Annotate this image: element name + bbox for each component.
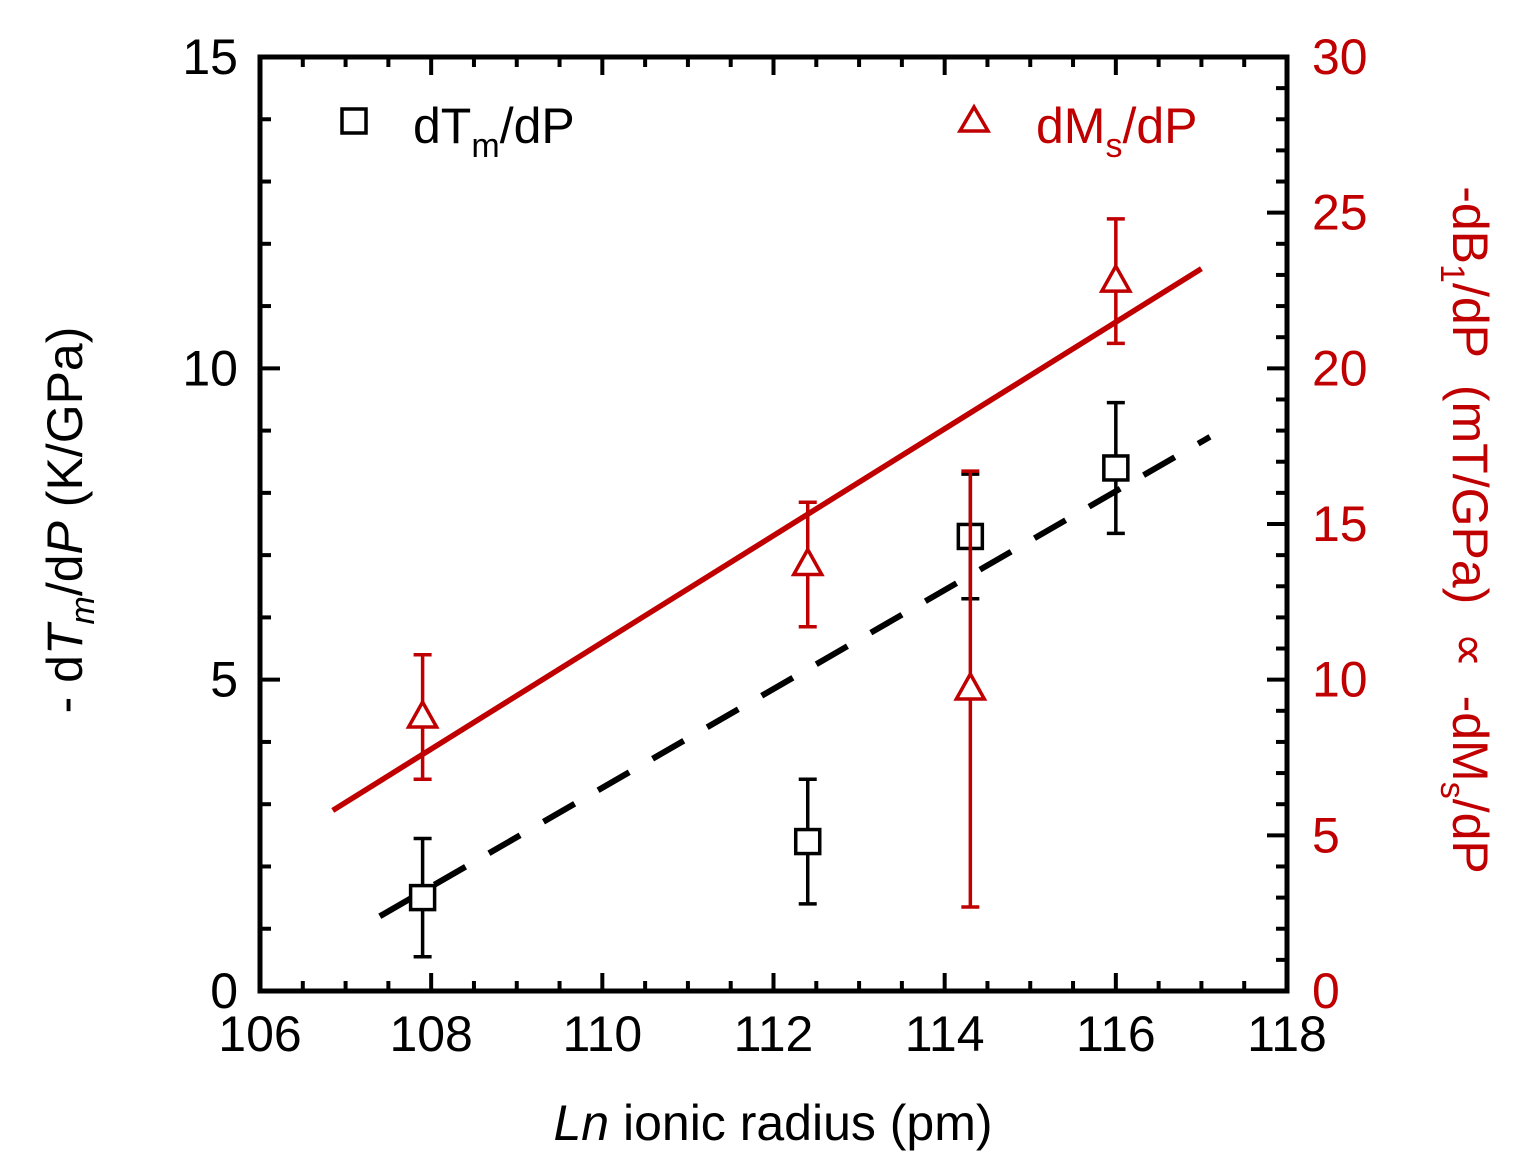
x-tick-label: 114 [905, 1006, 985, 1062]
dtm-point-marker [1102, 454, 1130, 482]
data-points [405, 217, 1133, 959]
x-tick-label: 110 [562, 1006, 642, 1062]
y-right-tick-label: 20 [1312, 340, 1368, 396]
y-right-tick-label: 15 [1312, 496, 1368, 552]
y-left-tick-label: 5 [210, 652, 238, 708]
legend-label-dtm: dTm/dP [413, 98, 575, 165]
fit-lines [331, 266, 1212, 919]
dms-point-marker [405, 698, 440, 729]
x-axis-title: Ln ionic radius (pm) [553, 1095, 992, 1151]
y-right-tick-label: 5 [1312, 807, 1340, 863]
x-tick-label: 118 [1247, 1006, 1327, 1062]
x-tick-label: 108 [389, 1006, 472, 1062]
dms-fit-line [331, 266, 1203, 813]
dtm-point-marker [408, 883, 437, 912]
dtm-fit-line-dashed [378, 434, 1212, 919]
legend: dTm/dP dMs/dP [340, 98, 1198, 165]
dms-point-marker [1098, 262, 1133, 293]
legend-triangle-marker [956, 103, 992, 133]
y-left-tick-label: 10 [182, 340, 238, 396]
y-left-tick-label: 0 [210, 963, 238, 1019]
dms-point-marker [953, 670, 988, 701]
y-right-tick-label: 25 [1312, 185, 1368, 241]
y-left-axis-title: - dTm/dP (K/GPa) [37, 327, 102, 714]
x-tick-label: 106 [218, 1006, 301, 1062]
y-right-tick-label: 10 [1312, 652, 1368, 708]
y-right-axis-title: -dB1/dP (mT/GPa) ∝ -dMs/dP [1433, 186, 1498, 874]
dtm-point-marker [793, 827, 822, 856]
x-tick-label: 112 [734, 1006, 814, 1062]
y-left-tick-label: 15 [182, 29, 238, 85]
dms-point-marker [790, 545, 825, 577]
y-right-tick-label: 0 [1312, 963, 1340, 1019]
x-tick-label: 116 [1076, 1006, 1156, 1062]
legend-label-dms: dMs/dP [1036, 98, 1198, 165]
legend-square-marker [340, 107, 368, 135]
y-right-tick-label: 30 [1312, 29, 1368, 85]
plot-frame [257, 54, 1290, 994]
